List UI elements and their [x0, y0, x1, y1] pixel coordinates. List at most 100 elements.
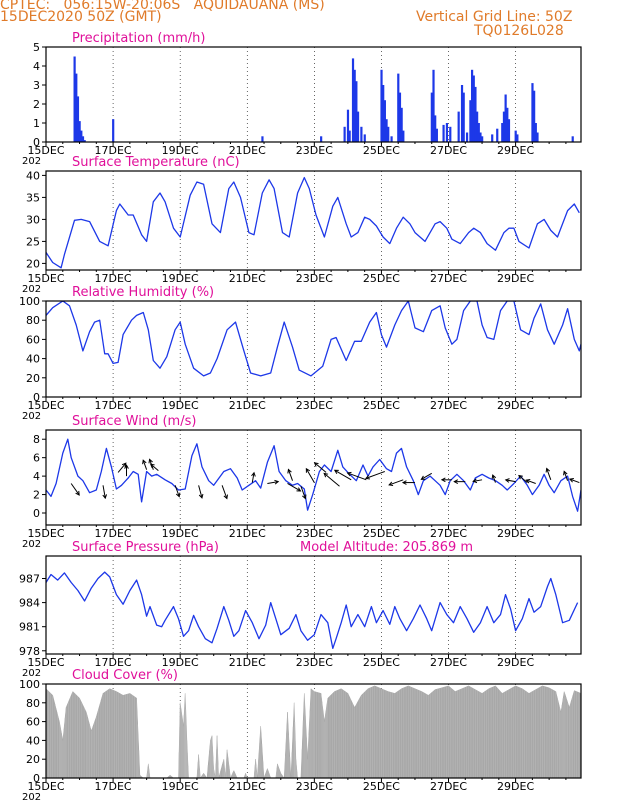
wind-arrow-head — [121, 462, 127, 468]
wind-arrow-head — [142, 459, 147, 465]
cloud-panel: 0 20 40 60 80 100 15DEC 17DEC 19DEC 21DEC 23DEC 25D… — [19, 668, 582, 800]
cloud-xtick-label: 29DEC — [497, 780, 534, 793]
temp-ytick-label: 25 — [26, 235, 40, 248]
precip-bar — [383, 100, 386, 142]
wind-arrow-head — [305, 467, 311, 473]
pres-xtick-label: 23DEC — [296, 656, 333, 669]
rh-frame — [45, 300, 582, 398]
rh-panel: 0 20 40 60 80 100 15DEC 17DEC 19DEC 21DEC 23DEC 25D… — [19, 285, 582, 422]
wind-arrow-shaft — [569, 478, 580, 484]
precip-bar — [432, 69, 435, 142]
wind-arrow-head — [124, 464, 129, 469]
temp-ytick-label: 40 — [26, 169, 40, 182]
wind-arrow-head — [333, 469, 339, 474]
pres-annotation: Model Altitude: 205.869 m — [300, 540, 473, 555]
rh-series-line — [46, 301, 581, 377]
pres-ytick-label: 978 — [19, 645, 40, 658]
wind-frame — [45, 429, 582, 526]
wind-xtick-label: 29DEC — [497, 527, 534, 540]
rh-xtick-label: 27DEC — [430, 399, 467, 412]
temp-year-fragment: 202 — [22, 284, 41, 295]
wind-ytick-label: 0 — [33, 507, 40, 520]
rh-ytick-label: 0 — [33, 391, 40, 404]
wind-arrow-shaft — [526, 479, 536, 484]
precip-bar — [469, 100, 472, 142]
temp-xtick-label: 19DEC — [162, 272, 199, 285]
wind-arrow-shaft — [305, 468, 315, 483]
precip-bar — [472, 75, 475, 142]
wind-xtick-label: 23DEC — [296, 527, 333, 540]
precip-bar — [504, 94, 507, 142]
wind-arrow-head — [251, 471, 256, 477]
precip-bar — [360, 126, 363, 142]
precip-bar — [496, 128, 499, 142]
wind-data — [46, 438, 581, 512]
header-model-id: TQ0126L028 — [474, 23, 564, 39]
wind-arrow-shaft — [70, 483, 80, 496]
precip-bar — [435, 128, 438, 142]
precip-bar — [430, 92, 433, 142]
wind-arrow-shaft — [102, 485, 106, 499]
wind-arrow-shaft — [421, 472, 432, 480]
wind-arrows — [70, 458, 580, 500]
temp-panel: 20 25 30 35 40 15DEC 17DEC 19DEC 21DEC 23DEC 25DEC… — [22, 155, 582, 295]
cloud-ytick-label: 80 — [26, 697, 40, 710]
cloud-xtick-label: 17DEC — [95, 780, 132, 793]
wind-arrow-head — [453, 479, 459, 485]
precip-bar — [390, 136, 393, 142]
wind-arrow-shaft — [518, 475, 528, 483]
cloud-ytick-label: 0 — [33, 772, 40, 785]
temp-xtick-label: 29DEC — [497, 272, 534, 285]
pres-panel: 978 981 984 987 15DEC 17DEC 19DEC 21DEC 23DEC 25D… — [19, 540, 582, 679]
wind-arrow-shaft — [347, 472, 367, 481]
precip-bar — [514, 130, 517, 142]
precip-title: Precipitation (mm/h) — [72, 31, 205, 46]
wind-arrow-head — [346, 471, 352, 477]
precip-bar — [457, 111, 460, 142]
wind-arrow-shaft — [174, 485, 180, 497]
wind-arrow-shaft — [365, 471, 385, 479]
rh-ytick-label: 100 — [19, 295, 40, 308]
wind-arrow-head — [388, 481, 394, 487]
wind-arrow-head — [504, 478, 510, 483]
precip-bar — [351, 58, 355, 142]
precip-bar — [320, 136, 323, 142]
temp-xtick-label: 25DEC — [363, 272, 400, 285]
precip-bar — [382, 85, 385, 142]
precip-bar — [470, 69, 474, 142]
precip-bar — [81, 136, 85, 142]
precip-bar — [346, 109, 350, 142]
wind-title: Surface Wind (m/s) — [72, 414, 196, 429]
pres-frame — [45, 555, 582, 655]
wind-xtick-label: 15DEC — [27, 527, 64, 540]
wind-arrow-shaft — [314, 462, 327, 473]
wind-arrow-head — [472, 478, 478, 484]
cloud-xtick-label: 27DEC — [430, 780, 467, 793]
precip-bar — [477, 123, 480, 142]
wind-arrow-head — [401, 480, 407, 485]
cloud-xtick-label: 23DEC — [296, 780, 333, 793]
precip-bar — [434, 115, 437, 142]
precip-panel: 0 1 2 3 4 5 15DEC 17DEC 19DEC 21DEC 23DEC 25DEC 27DE… — [22, 31, 582, 167]
wind-arrow-shaft — [221, 485, 228, 499]
precip-bar — [380, 69, 383, 142]
header-station: CPTEC: 056:15W-20:06S AQUIDAUANA (MS) — [0, 0, 325, 13]
wind-series-line — [46, 438, 581, 512]
precip-bar — [261, 136, 264, 142]
wind-arrow-head — [102, 494, 108, 500]
precip-xtick-label: 27DEC — [430, 144, 467, 157]
cloud-xtick-label: 21DEC — [229, 780, 266, 793]
precip-bar — [356, 111, 360, 142]
wind-arrow-shaft — [287, 483, 301, 492]
precip-bar — [460, 85, 464, 142]
temp-ytick-label: 30 — [26, 213, 40, 226]
pres-xtick-label: 19DEC — [162, 656, 199, 669]
pres-ytick-label: 987 — [19, 572, 40, 585]
wind-xtick-label: 17DEC — [95, 527, 132, 540]
precip-bar — [343, 126, 346, 142]
pres-xtick-label: 25DEC — [363, 656, 400, 669]
wind-xtick-label: 19DEC — [162, 527, 199, 540]
precip-bar — [73, 56, 76, 142]
precip-bar — [397, 73, 400, 142]
